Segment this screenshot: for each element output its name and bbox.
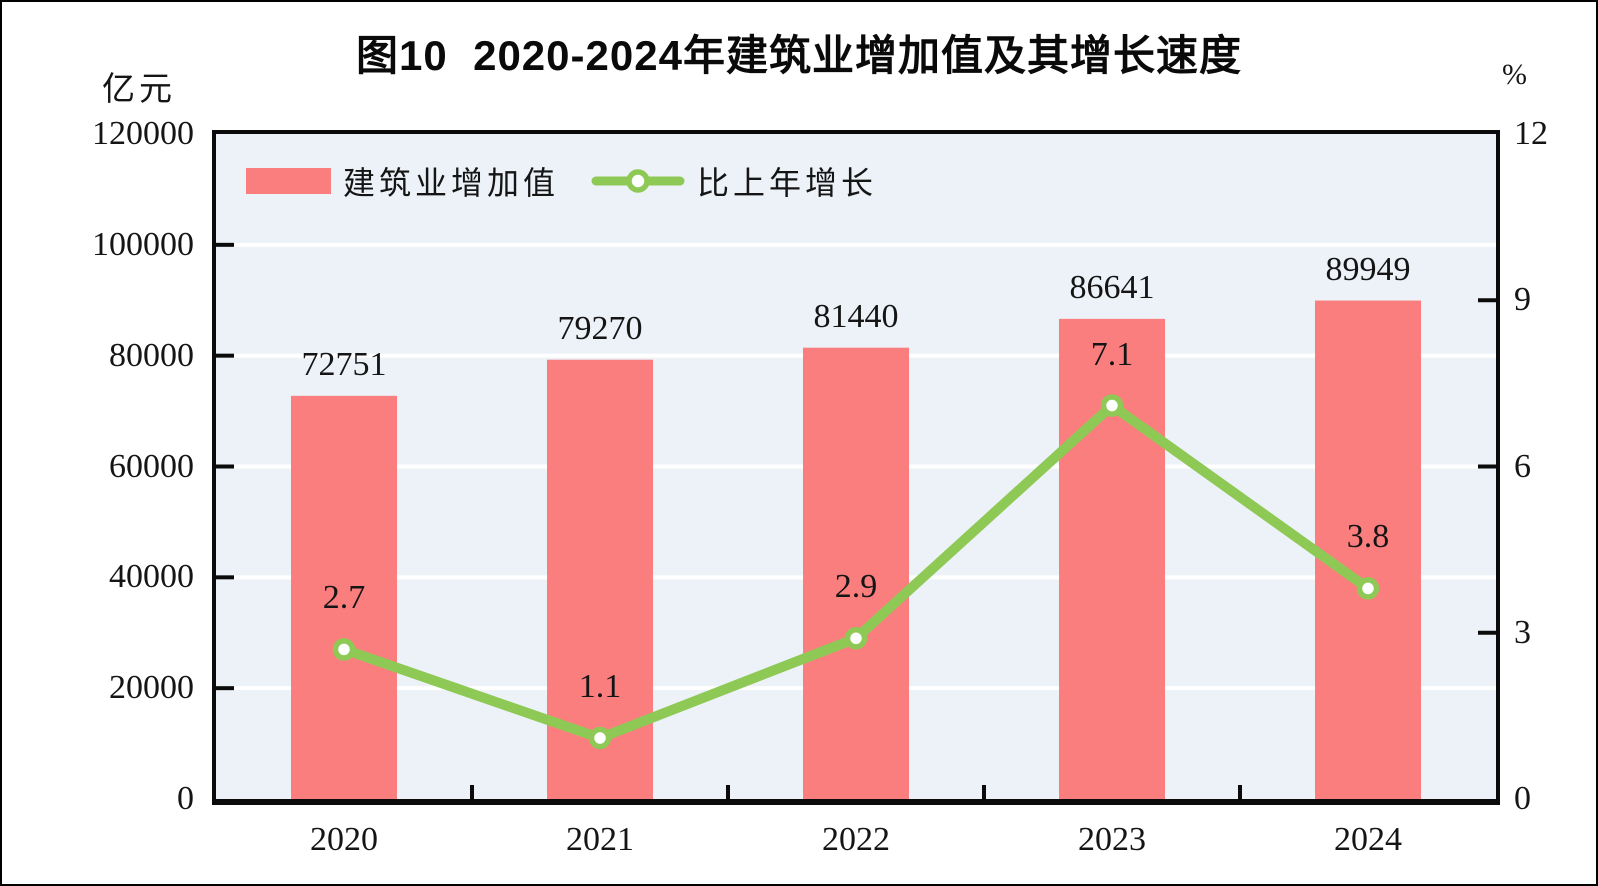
- right-axis-tick-12: 12: [1514, 115, 1548, 152]
- left-axis-tick-120000: 120000: [92, 115, 194, 152]
- right-axis-tick-0: 0: [1514, 780, 1531, 817]
- bar-value-label-2021: 79270: [557, 309, 643, 347]
- line-point-2021: [588, 726, 612, 750]
- legend-line-marker-icon: [591, 169, 685, 193]
- x-tick-4: [1238, 785, 1242, 799]
- right-tick-6: [1478, 464, 1496, 469]
- x-axis-label-2021: 2021: [566, 821, 634, 858]
- right-tick-3: [1478, 630, 1496, 635]
- legend-line-label: 比上年增长: [697, 165, 878, 201]
- gridline-100000: [216, 242, 1496, 247]
- x-axis-label-2024: 2024: [1334, 821, 1402, 858]
- chart-canvas: [216, 242, 1496, 799]
- left-axis-tick-40000: 40000: [109, 558, 194, 596]
- x-axis-label-2020: 2020: [310, 821, 378, 858]
- x-axis-label-2022: 2022: [822, 821, 890, 858]
- line-point-2022: [844, 627, 868, 650]
- legend-bar-swatch-icon: [246, 168, 331, 194]
- x-axis-label-2023: 2023: [1078, 821, 1146, 858]
- bar-value-label-2024: 89949: [1325, 250, 1411, 288]
- x-tick-2: [726, 785, 730, 799]
- x-tick-3: [982, 785, 986, 799]
- chart-title: 图10 2020-2024年建筑业增加值及其增长速度: [356, 32, 1242, 79]
- right-axis-tick-9: 9: [1514, 281, 1531, 319]
- line-point-2023: [1100, 394, 1124, 417]
- bar-value-label-2020: 72751: [301, 345, 387, 383]
- left-axis-tick-80000: 80000: [109, 336, 194, 374]
- left-tick-80000: [216, 353, 234, 358]
- bar-2024: [1315, 300, 1421, 799]
- bar-value-label-2022: 81440: [813, 297, 899, 335]
- bar-value-label-2023: 86641: [1069, 268, 1155, 306]
- left-tick-100000: [216, 242, 234, 247]
- line-value-label-2020: 2.7: [322, 579, 366, 617]
- line-point-2020: [332, 638, 356, 661]
- line-value-label-2022: 2.9: [834, 568, 878, 606]
- right-tick-9: [1478, 298, 1496, 303]
- right-axis-unit-label: %: [1502, 58, 1527, 91]
- line-value-label-2021: 1.1: [578, 668, 622, 706]
- line-point-2024: [1356, 577, 1380, 600]
- left-axis-tick-20000: 20000: [109, 669, 194, 707]
- left-tick-60000: [216, 464, 234, 469]
- line-value-label-2024: 3.8: [1346, 518, 1390, 556]
- left-axis-unit-label: 亿元: [102, 72, 176, 108]
- left-axis-tick-0: 0: [177, 780, 194, 817]
- plot-area: 建筑业增加值 比上年增长 72751 79270 81440 86641 89949 2.…: [212, 130, 1500, 805]
- bar-2020: [291, 395, 397, 799]
- left-axis-tick-60000: 60000: [109, 447, 194, 485]
- left-tick-20000: [216, 686, 234, 691]
- legend: 建筑业增加值 比上年增长: [246, 158, 877, 204]
- legend-bar-label: 建筑业增加值: [343, 165, 560, 201]
- x-tick-1: [470, 785, 474, 799]
- line-value-label-2023: 7.1: [1090, 335, 1134, 373]
- right-axis-tick-3: 3: [1514, 613, 1531, 651]
- bar-2022: [803, 347, 909, 799]
- left-tick-40000: [216, 575, 234, 580]
- bar-2023: [1059, 318, 1165, 799]
- left-axis-tick-100000: 100000: [92, 225, 194, 263]
- right-axis-tick-6: 6: [1514, 447, 1531, 485]
